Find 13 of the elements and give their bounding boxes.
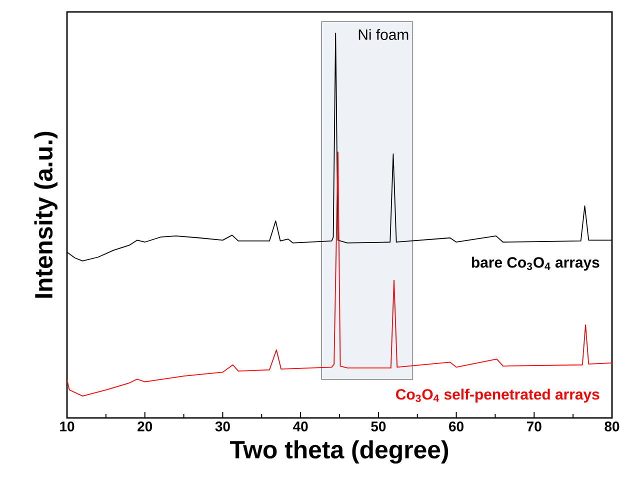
- x-tick-label: 70: [526, 421, 542, 432]
- x-tick-label: 10: [60, 421, 74, 432]
- series-label: bare Co$_{3}$O$_{4}$ arrays: [472, 256, 600, 271]
- x-tick-label: 80: [604, 421, 620, 432]
- y-axis-title: Intensity (a.u.): [34, 132, 58, 298]
- series-label: Co$_{3}$O$_{4}$ self-penetrated arrays: [396, 388, 600, 403]
- x-axis-title: Two theta (degree): [230, 440, 448, 464]
- x-tick-label: 50: [371, 421, 386, 432]
- x-tick-label: 40: [293, 421, 308, 432]
- x-tick-label: 30: [215, 421, 230, 432]
- x-tick-label: 60: [449, 421, 464, 432]
- x-tick-label: 20: [138, 421, 152, 432]
- band-label: Ni foam: [358, 28, 408, 40]
